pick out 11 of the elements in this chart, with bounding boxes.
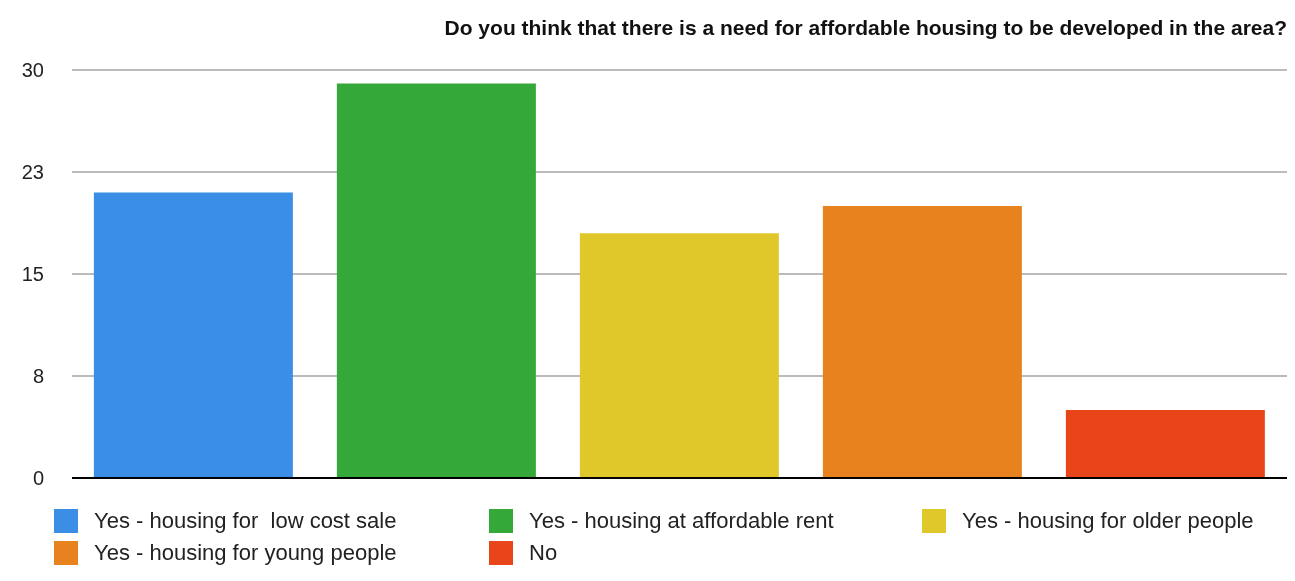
legend-label: Yes - housing for low cost sale bbox=[94, 508, 397, 534]
y-tick-label: 0 bbox=[32, 467, 44, 490]
y-tick-label: 15 bbox=[21, 263, 44, 286]
y-tick-label: 8 bbox=[32, 365, 44, 388]
y-tick-label: 23 bbox=[21, 161, 44, 184]
legend-label: Yes - housing at affordable rent bbox=[529, 508, 834, 534]
chart-title: Do you think that there is a need for affordable housing to be developed in the area? bbox=[443, 15, 1287, 41]
legend-label: No bbox=[529, 540, 558, 566]
legend-label: Yes - housing for older people bbox=[962, 508, 1254, 534]
y-tick-label: 30 bbox=[21, 59, 44, 82]
legend-label: Yes - housing for young people bbox=[94, 540, 397, 566]
